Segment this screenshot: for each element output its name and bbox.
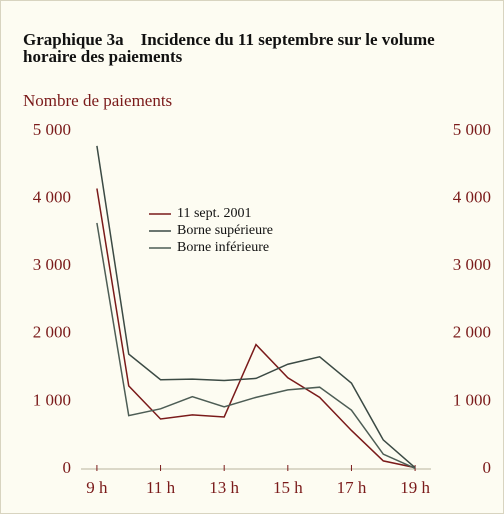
x-tick-label: 15 h (273, 478, 303, 497)
y2-tick-label: 0 (483, 458, 492, 477)
series-line (96, 145, 416, 469)
y-tick-label: 4 000 (33, 188, 71, 207)
y2-tick-label: 2 000 (453, 323, 491, 342)
y2-tick-label: 4 000 (453, 188, 491, 207)
legend-label: Borne supérieure (177, 223, 273, 238)
series-line (96, 188, 416, 469)
x-tick-label: 17 h (337, 478, 367, 497)
y2-tick-label: 3 000 (453, 255, 491, 274)
y-tick-label: 3 000 (33, 255, 71, 274)
legend-label: Borne inférieure (177, 240, 269, 255)
x-tick-label: 13 h (209, 478, 239, 497)
legend-label: 11 sept. 2001 (177, 206, 252, 221)
series-line (96, 222, 416, 470)
y-tick-label: 1 000 (33, 390, 71, 409)
x-tick-label: 19 h (400, 478, 430, 497)
x-tick-label: 9 h (86, 478, 108, 497)
y-tick-label: 5 000 (33, 120, 71, 139)
y-tick-label: 0 (63, 458, 72, 477)
x-tick-label: 11 h (146, 478, 176, 497)
y-axis-label: Nombre de paiements (23, 91, 172, 110)
y-tick-label: 2 000 (33, 323, 71, 342)
chart-title: Graphique 3a Incidence du 11 septembre s… (23, 30, 439, 66)
y2-tick-label: 5 000 (453, 120, 491, 139)
y2-tick-label: 1 000 (453, 390, 491, 409)
